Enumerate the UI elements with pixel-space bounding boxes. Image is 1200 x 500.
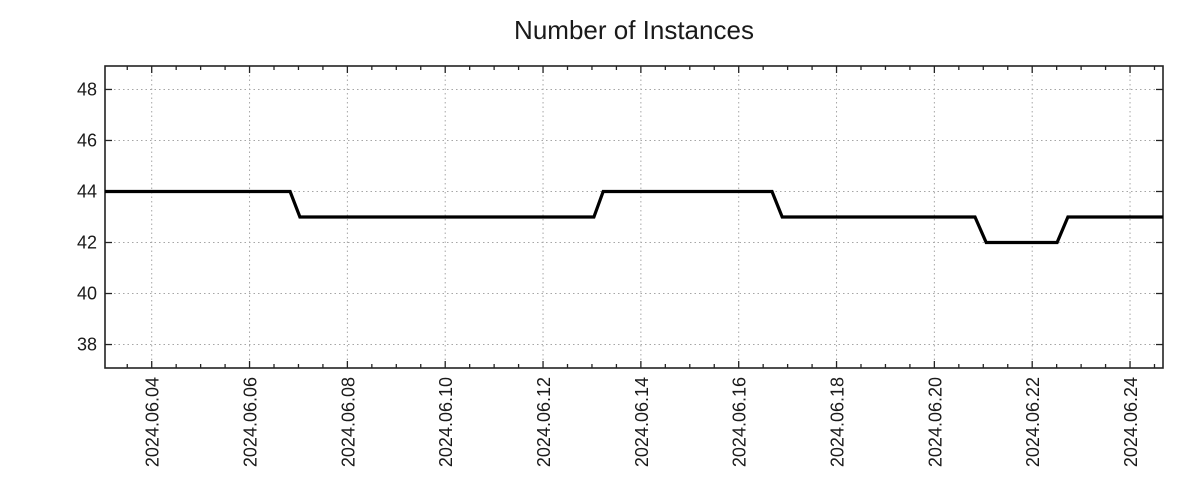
x-tick-label: 2024.06.08: [338, 377, 358, 467]
x-tick-label: 2024.06.10: [436, 377, 456, 467]
x-tick-label: 2024.06.18: [828, 377, 848, 467]
x-tick-label: 2024.06.12: [534, 377, 554, 467]
x-tick-label: 2024.06.24: [1121, 377, 1141, 467]
y-tick-label: 40: [77, 284, 97, 304]
x-tick-label: 2024.06.04: [143, 377, 163, 467]
series-line: [105, 189, 1163, 245]
chart-title: Number of Instances: [514, 15, 754, 45]
y-tick-label: 46: [77, 130, 97, 150]
x-tick-label: 2024.06.16: [730, 377, 750, 467]
x-tick-label: 2024.06.20: [925, 377, 945, 467]
y-tick-label: 42: [77, 233, 97, 253]
plot-border: [104, 65, 1164, 369]
y-tick-label: 44: [77, 181, 97, 201]
chart-plot-area: 2024.06.04 2024.06.06 2024.06.08 2024.06.10…: [77, 65, 1164, 467]
x-tick-label: 2024.06.06: [241, 377, 261, 467]
y-tick-label: 48: [77, 79, 97, 99]
y-tick-label: 38: [77, 335, 97, 355]
x-tick-label: 2024.06.22: [1023, 377, 1043, 467]
x-tick-label: 2024.06.14: [632, 377, 652, 467]
